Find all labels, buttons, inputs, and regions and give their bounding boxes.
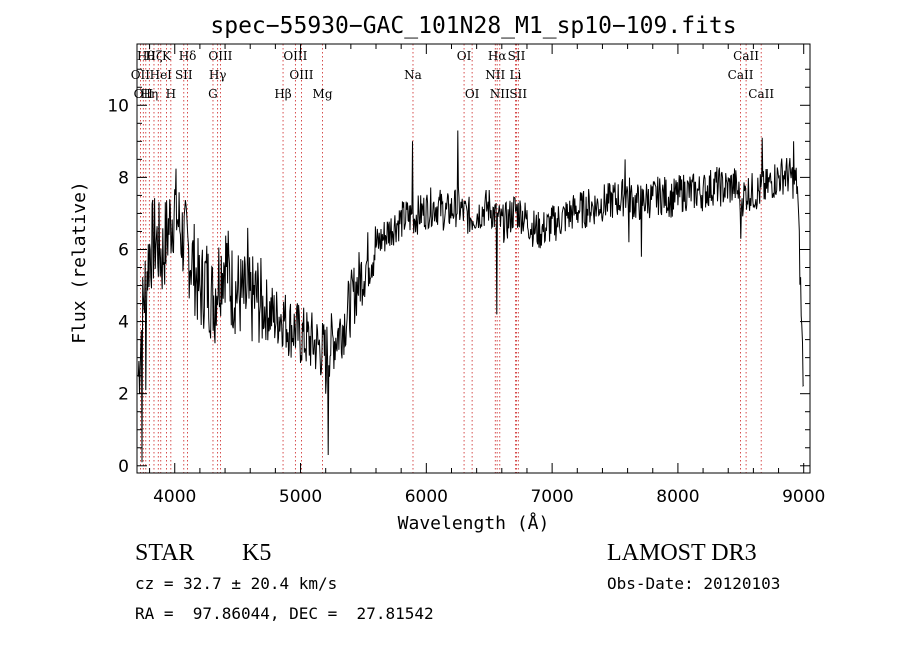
x-axis-label: Wavelength (Å) — [398, 512, 550, 534]
spectral-line-label: Hγ — [209, 68, 227, 82]
coordinates: RA = 97.86044, DEC = 27.81542 — [135, 604, 434, 623]
spectral-line-label: OIII — [289, 68, 313, 82]
spectral-line-label: Na — [404, 68, 422, 82]
spectral-line-label: OII — [134, 87, 154, 101]
object-class: STAR — [135, 540, 195, 566]
survey-name: LAMOST DR3 — [607, 540, 757, 566]
spectral-line-label: Hδ — [179, 49, 197, 63]
spectral-line-label: OIII — [208, 49, 232, 63]
spectral-line-label: OII — [131, 68, 151, 82]
spectral-line-label: NII — [485, 68, 505, 82]
spectral-line-label: Mg — [313, 87, 333, 101]
x-tick-label: 7000 — [530, 487, 573, 507]
spectrum-chart: spec−55930−GAC_101N28_M1_sp10−109.fits Hθ… — [69, 13, 825, 534]
spectral-line-label: CaII — [733, 49, 759, 63]
spectral-line-label: OI — [457, 49, 472, 63]
spectral-line-label: Hβ — [274, 87, 291, 101]
spectral-line-label: NII — [490, 87, 510, 101]
spectral-line-label: SII — [508, 49, 526, 63]
y-tick-label: 2 — [118, 385, 129, 405]
spectral-line-label: SII — [509, 87, 527, 101]
spectral-line-label: G — [208, 87, 218, 101]
spectral-line-label: HeI — [150, 68, 173, 82]
y-tick-label: 0 — [118, 457, 129, 477]
spectral-line-label: CaII — [748, 87, 774, 101]
chart-title: spec−55930−GAC_101N28_M1_sp10−109.fits — [210, 13, 736, 39]
x-tick-label: 6000 — [405, 487, 448, 507]
y-axis-label: Flux (relative) — [69, 181, 90, 344]
spectral-line-label: H — [166, 87, 176, 101]
spectrum-line — [137, 130, 805, 463]
spectral-line-label: Hθ — [137, 49, 155, 63]
spectral-line-label: Hζ — [145, 49, 162, 63]
x-tick-label: 4000 — [153, 487, 196, 507]
spectral-line-label: OIII — [283, 49, 307, 63]
spectral-line-label: Hα — [488, 49, 507, 63]
spectral-line-label: Li — [509, 68, 521, 82]
spectral-line-label: SII — [175, 68, 193, 82]
x-tick-label: 8000 — [656, 487, 699, 507]
redshift-velocity: cz = 32.7 ± 20.4 km/s — [135, 574, 338, 593]
spectral-line-label: CaII — [728, 68, 754, 82]
y-tick-label: 6 — [118, 240, 129, 260]
plot-frame — [136, 43, 811, 474]
object-subclass: K5 — [242, 540, 272, 566]
y-tick-label: 4 — [118, 313, 129, 333]
y-tick-label: 8 — [118, 168, 129, 188]
y-tick-label: 10 — [107, 96, 129, 116]
spectral-line-label: OI — [465, 87, 480, 101]
x-tick-label: 5000 — [279, 487, 322, 507]
x-tick-label: 9000 — [782, 487, 825, 507]
observation-date: Obs-Date: 20120103 — [607, 574, 781, 593]
spectral-line-label: K — [162, 49, 172, 63]
spectral-line-label: Hη — [140, 87, 158, 101]
